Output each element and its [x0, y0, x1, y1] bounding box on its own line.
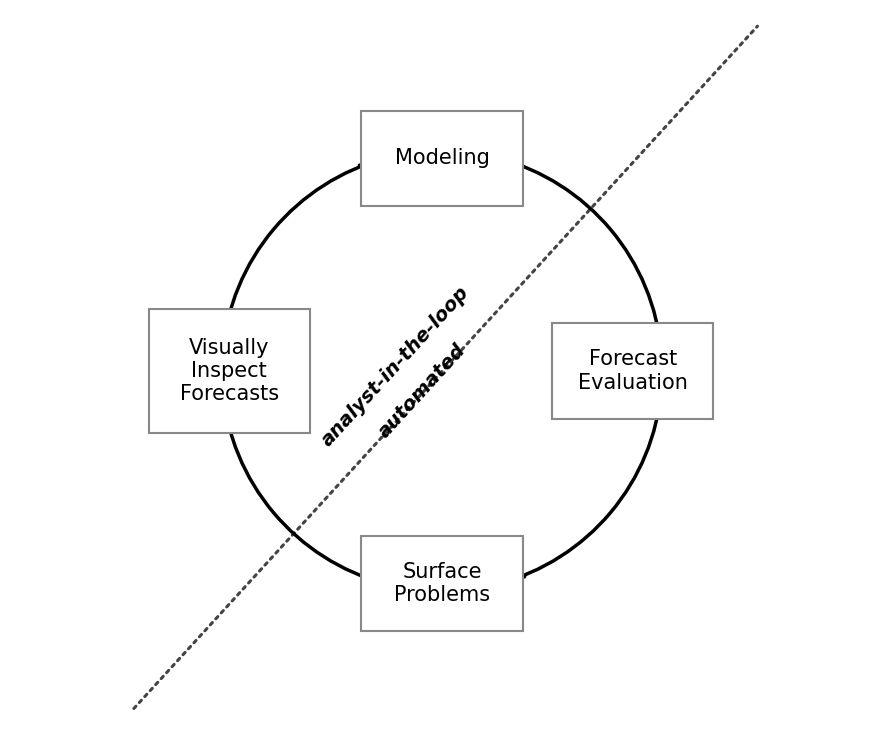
FancyBboxPatch shape — [362, 536, 522, 631]
Text: Modeling: Modeling — [394, 148, 490, 168]
Text: analyst-in-the-loop: analyst-in-the-loop — [318, 282, 473, 450]
FancyBboxPatch shape — [149, 309, 310, 433]
Text: Forecast
Evaluation: Forecast Evaluation — [578, 349, 688, 393]
FancyBboxPatch shape — [362, 111, 522, 206]
Text: automated: automated — [375, 340, 470, 441]
Text: Visually
Inspect
Forecasts: Visually Inspect Forecasts — [179, 338, 278, 404]
FancyBboxPatch shape — [552, 324, 713, 418]
Text: Surface
Problems: Surface Problems — [394, 562, 490, 605]
